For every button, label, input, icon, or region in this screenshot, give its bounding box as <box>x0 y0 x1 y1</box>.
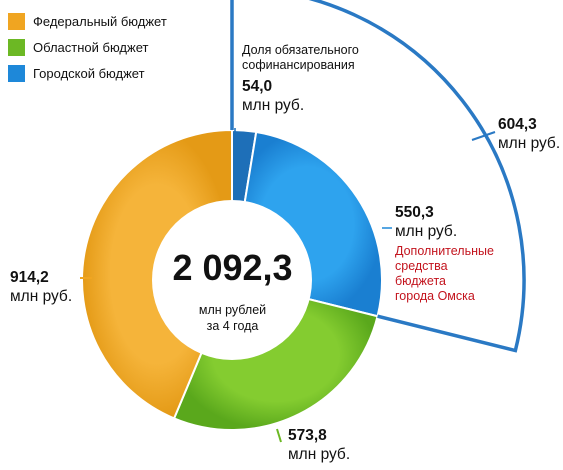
cofin-annotation-line2: софинансирования <box>242 58 355 72</box>
regional-leader-line <box>276 428 282 443</box>
additional-annotation-line1: Дополнительные <box>395 244 494 258</box>
legend-swatch-regional <box>8 38 25 56</box>
total-caption-line1: млн рублей <box>198 303 267 317</box>
city-total-unit: млн руб. <box>498 135 561 152</box>
legend-label-regional: Областной бюджет <box>33 39 149 55</box>
legend: Федеральный бюджет Областной бюджет Горо… <box>8 8 167 86</box>
regional-value: 573,8 <box>288 427 327 444</box>
additional-unit: млн руб. <box>395 223 458 240</box>
cofin-annotation-line1: Доля обязательного <box>242 43 359 57</box>
cofin-unit: млн руб. <box>242 97 305 114</box>
additional-annotation-line2: средства <box>395 259 448 273</box>
additional-annotation-line3: бюджета <box>395 274 446 288</box>
donut-hole <box>152 200 312 360</box>
additional-value: 550,3 <box>395 204 434 221</box>
total-caption: млн рублей за 4 года <box>150 302 315 334</box>
regional-unit: млн руб. <box>288 446 351 463</box>
additional-annotation-line4: города Омска <box>395 289 475 303</box>
legend-swatch-city <box>8 64 25 82</box>
total-value: 2 092,3 <box>172 247 293 288</box>
legend-item-federal: Федеральный бюджет <box>8 8 167 34</box>
additional-annotation: Дополнительные средства бюджета города О… <box>395 244 494 304</box>
additional-value-label: 550,3 млн руб. <box>395 203 457 241</box>
legend-label-federal: Федеральный бюджет <box>33 13 167 29</box>
federal-value: 914,2 <box>10 269 49 286</box>
cofin-value-label: 54,0 млн руб. <box>242 77 304 115</box>
federal-unit: млн руб. <box>10 288 73 305</box>
total-caption-line2: за 4 года <box>206 319 259 333</box>
legend-item-regional: Областной бюджет <box>8 34 167 60</box>
city-total-label: 604,3 млн руб. <box>498 115 560 153</box>
legend-item-city: Городской бюджет <box>8 60 167 86</box>
legend-swatch-federal <box>8 12 25 30</box>
cofin-annotation: Доля обязательного софинансирования <box>242 43 359 73</box>
federal-value-label: 914,2 млн руб. <box>10 268 72 306</box>
total-value-block: 2 092,3 <box>130 248 335 288</box>
regional-value-label: 573,8 млн руб. <box>288 426 350 464</box>
city-budget-outline <box>230 0 526 353</box>
cofin-value: 54,0 <box>242 78 273 95</box>
city-total-leader-line <box>471 131 496 141</box>
city-total-value: 604,3 <box>498 116 537 133</box>
legend-label-city: Городской бюджет <box>33 65 145 81</box>
